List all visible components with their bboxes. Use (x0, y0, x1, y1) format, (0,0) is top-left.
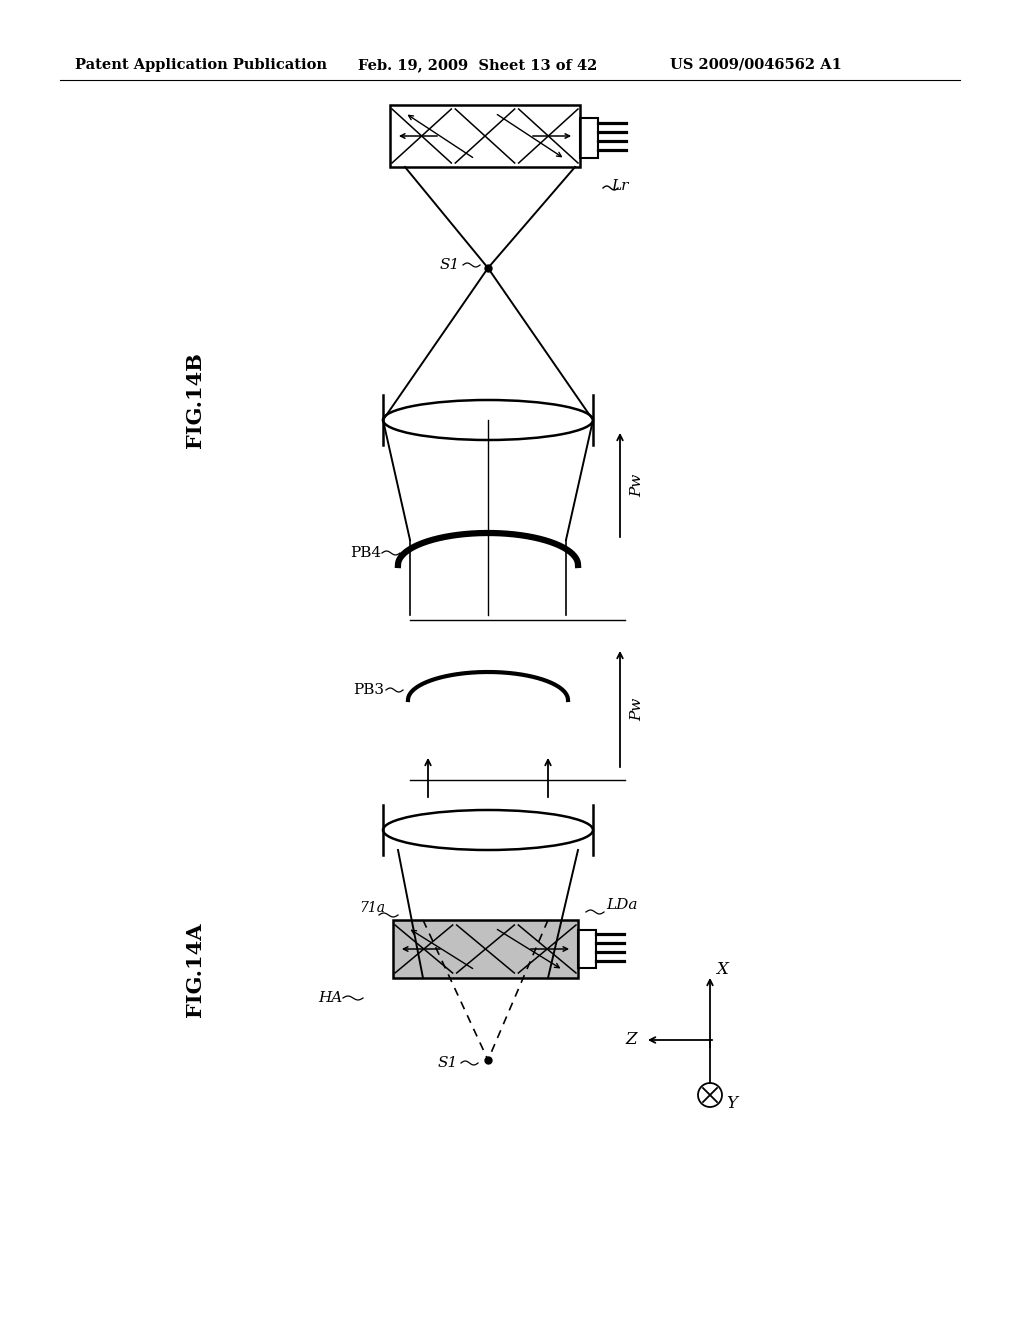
Text: 71a: 71a (359, 902, 385, 915)
Text: X: X (716, 961, 728, 978)
Bar (578, 931, 596, 968)
Text: Pw: Pw (630, 474, 644, 496)
Text: Pw: Pw (630, 697, 644, 721)
Text: Feb. 19, 2009  Sheet 13 of 42: Feb. 19, 2009 Sheet 13 of 42 (358, 58, 597, 73)
Text: S1: S1 (440, 257, 460, 272)
Text: Lr: Lr (611, 180, 629, 193)
Bar (393, 920, 578, 978)
Text: Y: Y (726, 1094, 737, 1111)
Bar (390, 106, 580, 168)
Text: US 2009/0046562 A1: US 2009/0046562 A1 (670, 58, 842, 73)
Text: FIG.14A: FIG.14A (185, 923, 205, 1018)
Text: Patent Application Publication: Patent Application Publication (75, 58, 327, 73)
Text: PB3: PB3 (353, 682, 384, 697)
Text: HA: HA (318, 991, 342, 1005)
Text: LDa: LDa (606, 898, 638, 912)
Text: S1: S1 (438, 1056, 459, 1071)
Text: FIG.14B: FIG.14B (185, 352, 205, 447)
Text: PB4: PB4 (350, 546, 381, 560)
Bar (580, 117, 598, 158)
Text: Z: Z (625, 1031, 637, 1048)
